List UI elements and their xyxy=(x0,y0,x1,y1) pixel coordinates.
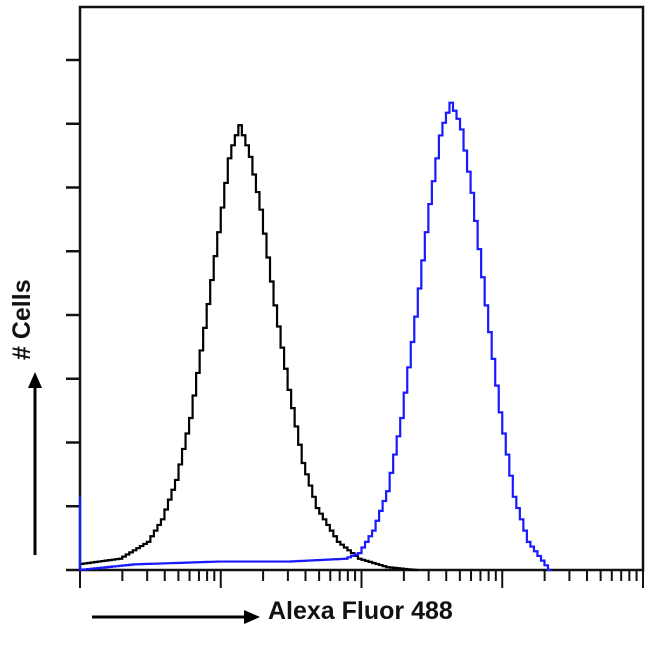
x-axis-arrow xyxy=(92,610,260,624)
y-axis-label: # Cells xyxy=(8,279,36,360)
y-axis-ticks xyxy=(66,58,80,572)
control-histogram-line xyxy=(78,124,418,572)
stained-histogram-line xyxy=(78,101,552,572)
x-axis-ticks xyxy=(79,570,644,588)
histogram-series xyxy=(78,101,552,572)
y-axis-arrow xyxy=(28,372,42,555)
plot-frame xyxy=(78,5,645,572)
x-axis-label: Alexa Fluor 488 xyxy=(268,597,453,625)
